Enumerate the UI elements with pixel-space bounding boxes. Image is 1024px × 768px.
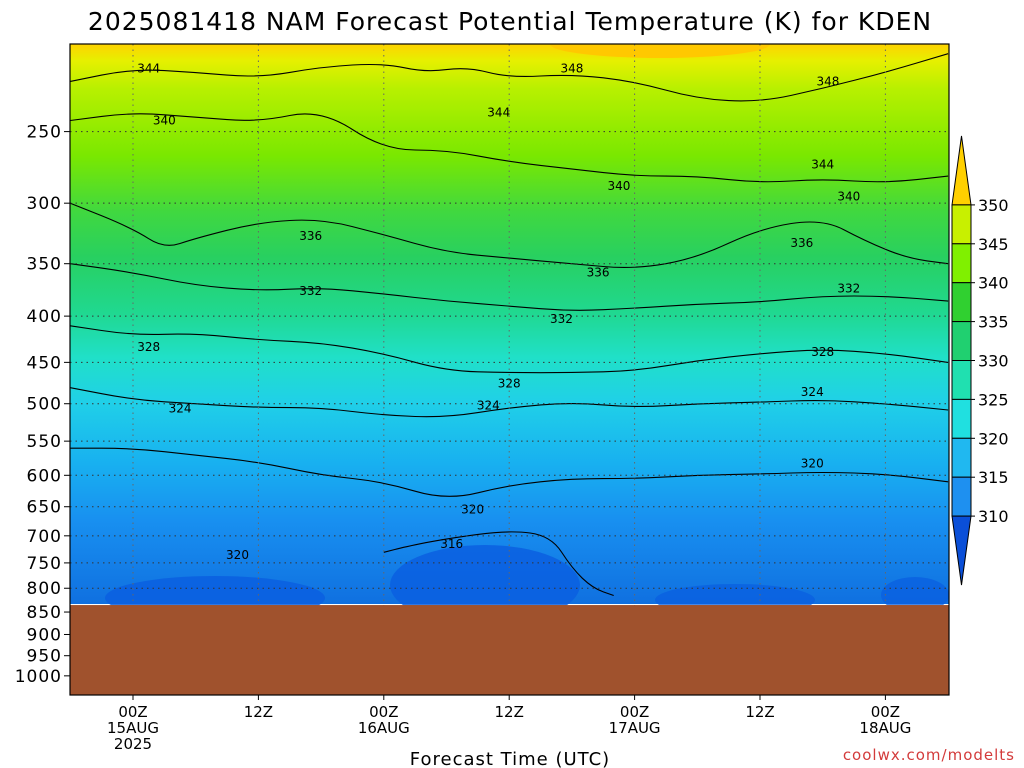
contour-label: 324 [477,398,500,412]
contour-label: 320 [461,503,484,517]
y-tick-label: 900 [27,625,62,645]
y-tick-label: 600 [27,466,62,486]
colorbar-swatch [951,437,972,478]
x-tick-label: 12Z [495,703,524,721]
colorbar: 310 315 320 325 330 335 340 345 350 [951,135,1009,586]
colorbar-swatch [951,204,972,245]
y-tick-label: 750 [27,554,62,574]
warm-maximum [550,44,770,58]
contour-label: 340 [607,179,630,193]
colorbar-swatch [951,321,972,362]
x-tick-label: 15AUG [107,719,159,737]
potential-temperature-field [70,44,949,604]
chart-title: 2025081418 NAM Forecast Potential Temper… [88,7,932,36]
contour-label-layer: 344 348 348 344 340 344 340 340 336 336 336 332 332 3… [137,62,860,562]
y-tick-label: 400 [27,307,62,327]
contour-332 [70,263,949,311]
contour-328 [70,325,949,374]
x-tick-label: 00Z [118,703,147,721]
cold-pool-day2 [390,545,580,625]
colorbar-tick-label: 335 [978,313,1009,332]
y-tick-label: 950 [27,647,62,667]
x-tick-label: 00Z [620,703,649,721]
contour-label: 316 [440,537,463,551]
contour-label: 336 [587,266,610,280]
y-axis: 2503003504004505005506006507007508008509… [15,123,70,687]
contour-340 [70,113,949,183]
contour-316 [383,531,614,597]
y-tick-label: 300 [27,194,62,214]
contour-label: 336 [299,229,322,243]
colorbar-swatch [951,360,972,400]
y-tick-label: 800 [27,579,62,599]
contour-label: 332 [299,284,322,298]
colorbar-tick-label: 350 [978,196,1009,215]
colorbar-swatch [951,476,972,517]
colorbar-tick-label: 340 [978,274,1009,293]
colorbar-swatch [951,135,972,206]
y-tick-label: 450 [27,353,62,373]
colorbar-tick-label: 315 [978,468,1009,487]
contour-label: 320 [226,548,249,562]
credit-text: coolwx.com/modelts [843,746,1015,764]
contour-label: 344 [811,158,834,172]
y-tick-label: 250 [27,123,62,143]
x-tick-label: 16AUG [358,719,410,737]
y-tick-label: 1000 [15,667,62,687]
contour-label: 340 [837,190,860,204]
colorbar-tick-label: 310 [978,507,1009,526]
contour-label: 344 [487,105,510,119]
contour-label: 324 [169,401,192,415]
colorbar-swatch [951,515,972,586]
contour-label: 324 [801,385,824,399]
contour-label: 348 [560,62,583,76]
x-axis-label: Forecast Time (UTC) [410,749,610,768]
plot-area: 344 348 348 344 340 344 340 340 336 336 336 332 332 3… [70,44,949,695]
contour-label: 340 [153,113,176,127]
y-tick-label: 700 [27,527,62,547]
y-tick-label: 500 [27,395,62,415]
contour-label: 332 [837,282,860,296]
y-tick-label: 850 [27,603,62,623]
contour-layer [70,53,949,597]
contour-344 [70,53,949,102]
contour-label: 336 [790,236,813,250]
x-tick-label: 18AUG [859,719,911,737]
x-tick-label: 2025 [114,735,152,753]
contour-label: 320 [801,456,824,470]
cold-pool-day4 [881,577,949,613]
contour-label: 332 [550,312,573,326]
x-tick-label: 12Z [745,703,774,721]
contour-320 [70,447,949,497]
x-tick-label: 00Z [871,703,900,721]
colorbar-swatch [951,398,972,439]
x-tick-label: 17AUG [609,719,661,737]
contour-324 [70,387,949,418]
contour-label: 348 [816,74,839,88]
colorbar-swatch [951,243,972,284]
contour-336 [70,202,949,268]
terrain-mask [70,605,949,695]
colorbar-tick-label: 345 [978,235,1009,254]
colorbar-tick-label: 320 [978,429,1009,448]
colorbar-tick-label: 325 [978,390,1009,409]
y-tick-label: 550 [27,432,62,452]
contour-label: 344 [137,62,160,76]
contour-label: 328 [811,345,834,359]
contour-label: 328 [498,377,521,391]
colorbar-swatch [951,282,972,323]
x-tick-label: 00Z [369,703,398,721]
contour-label: 328 [137,340,160,354]
y-tick-label: 650 [27,498,62,518]
y-tick-label: 350 [27,255,62,275]
x-tick-label: 12Z [244,703,273,721]
colorbar-tick-label: 330 [978,352,1009,371]
